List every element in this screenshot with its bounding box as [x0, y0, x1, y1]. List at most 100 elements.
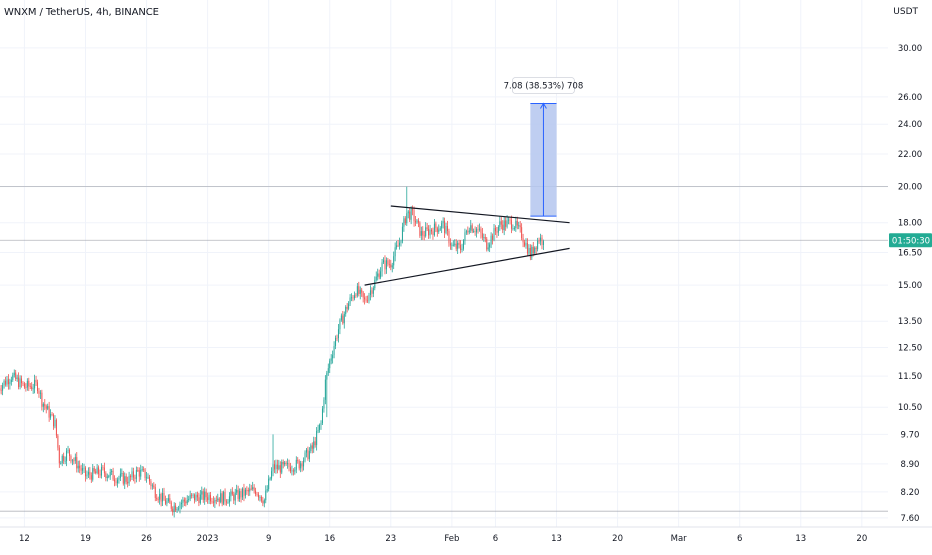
- candle-body: [171, 502, 172, 508]
- candle-body: [306, 450, 307, 453]
- candle-body: [243, 489, 244, 496]
- candle-body: [79, 466, 80, 468]
- candle-body: [443, 221, 444, 223]
- candle-body: [336, 338, 337, 339]
- candle-body: [312, 445, 313, 448]
- candle-body: [504, 220, 505, 230]
- candle-body: [72, 460, 73, 461]
- candle-body: [246, 490, 247, 491]
- candle-body: [33, 388, 34, 389]
- candle-body: [459, 243, 460, 245]
- x-tick-label: 26: [141, 534, 152, 544]
- candle-body: [8, 379, 9, 384]
- candle-body: [150, 481, 151, 486]
- candle-body: [49, 406, 50, 417]
- candle-body: [22, 383, 23, 384]
- candle-body: [108, 476, 109, 477]
- candle-body: [169, 498, 170, 502]
- candle-body: [438, 230, 439, 232]
- y-tick-label: 16.50: [898, 248, 922, 258]
- candle-body: [70, 456, 71, 461]
- candle-body: [166, 501, 167, 504]
- candle-body: [382, 262, 383, 271]
- candle-body: [232, 491, 233, 494]
- candle-body: [389, 264, 390, 265]
- candle-body: [68, 450, 69, 451]
- y-tick-label: 20.00: [898, 183, 922, 193]
- candle-body: [541, 238, 542, 245]
- candle-body: [393, 256, 394, 265]
- candle-body: [44, 404, 45, 406]
- candle-body: [94, 468, 95, 471]
- candle-body: [528, 248, 529, 254]
- y-tick-label: 11.50: [898, 372, 922, 382]
- candle-body: [126, 476, 127, 482]
- candle-body: [261, 497, 262, 501]
- candle-body: [11, 380, 12, 382]
- candle-body: [162, 493, 163, 501]
- candle-body: [525, 243, 526, 246]
- candle-body: [193, 495, 194, 496]
- candle-body: [339, 320, 340, 329]
- candle-body: [14, 373, 15, 376]
- candle-body: [203, 491, 204, 500]
- candle-body: [36, 380, 37, 382]
- candle-body: [299, 461, 300, 468]
- candle-body: [540, 238, 541, 242]
- grid: [0, 0, 888, 527]
- candle-body: [396, 245, 397, 247]
- candle-body: [379, 273, 380, 277]
- candle-body: [480, 229, 481, 233]
- candle-body: [124, 476, 125, 483]
- candle-body: [101, 467, 102, 475]
- candle-body: [462, 249, 463, 250]
- candle-body: [495, 228, 496, 231]
- candle-body: [482, 233, 483, 237]
- candle-body: [62, 456, 63, 463]
- candle-body: [464, 232, 465, 240]
- candle-body: [472, 225, 473, 231]
- candle-body: [501, 221, 502, 224]
- candle-body: [342, 316, 343, 324]
- candle-body: [270, 478, 271, 479]
- candle-body: [384, 260, 385, 269]
- candle-body: [111, 471, 112, 472]
- x-tick-label: 20: [612, 534, 623, 544]
- candle-body: [238, 490, 239, 499]
- candle-body: [380, 271, 381, 277]
- candle-body: [81, 468, 82, 470]
- candle-body: [331, 358, 332, 360]
- candle-body: [181, 503, 182, 504]
- candle-body: [219, 499, 220, 502]
- candle-body: [31, 387, 32, 389]
- candle-body: [280, 465, 281, 472]
- candle-body: [284, 463, 285, 465]
- candle-body: [195, 495, 196, 500]
- candle-body: [132, 471, 133, 477]
- candle-body: [116, 481, 117, 483]
- candle-body: [466, 231, 467, 232]
- candle-body: [53, 415, 54, 427]
- candle-body: [85, 468, 86, 477]
- candle-body: [200, 495, 201, 503]
- candle-body: [350, 298, 351, 304]
- price-axis[interactable]: 30.0026.0024.0022.0020.0018.0016.5015.00…: [888, 0, 932, 550]
- candle-body: [412, 209, 413, 210]
- candle-body: [281, 462, 282, 473]
- candle-body: [66, 451, 67, 461]
- x-tick-label: 23: [385, 534, 396, 544]
- candle-body: [220, 493, 221, 502]
- candle-body: [498, 227, 499, 233]
- candle-body: [148, 477, 149, 478]
- candle-body: [289, 463, 290, 467]
- candle-body: [527, 243, 528, 253]
- candle-body: [325, 380, 326, 400]
- candle-body: [303, 460, 304, 466]
- drawings[interactable]: 7.08 (38.53%) 708: [365, 77, 584, 285]
- candle-body: [259, 497, 260, 498]
- candle-body: [252, 487, 253, 489]
- candle-body: [499, 221, 500, 227]
